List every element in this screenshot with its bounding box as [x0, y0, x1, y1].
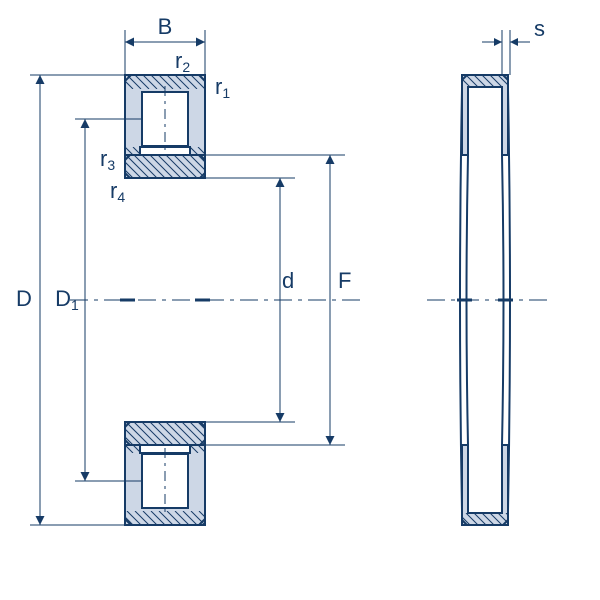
label-r1: r1 — [215, 74, 230, 101]
left-cross-section: B D D1 d Fr1 r2 r3 r4 — [16, 14, 360, 525]
label-D: D — [16, 286, 32, 311]
label-r2: r2 — [175, 48, 190, 75]
label-s: s — [534, 16, 545, 41]
right-side-view: s — [427, 16, 553, 525]
label-B: B — [158, 14, 173, 39]
label-F: F — [338, 268, 351, 293]
label-D1: D1 — [55, 286, 79, 313]
label-r4: r4 — [110, 178, 125, 205]
label-r3: r3 — [100, 146, 115, 173]
label-d: d — [282, 268, 294, 293]
